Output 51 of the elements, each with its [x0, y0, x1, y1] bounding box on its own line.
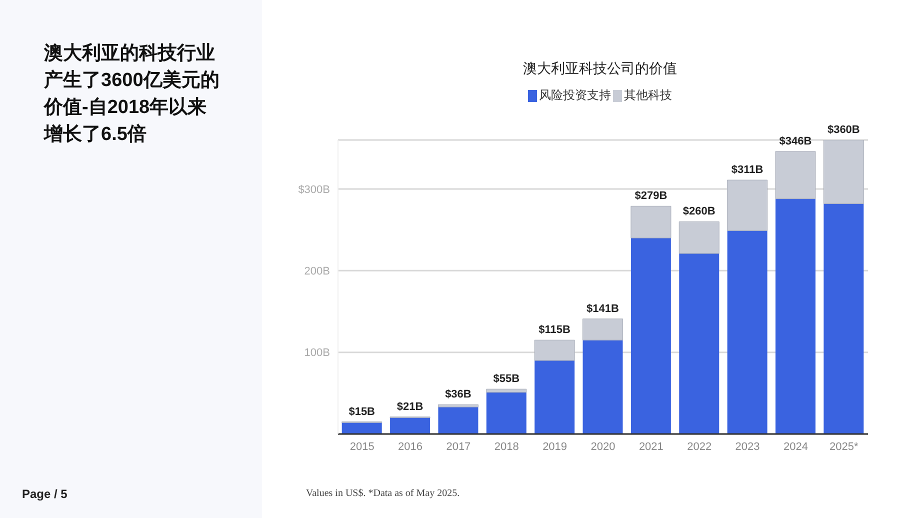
- y-tick-label: 200B: [304, 266, 330, 278]
- x-tick-label: 2021: [638, 440, 664, 453]
- bar: [630, 238, 671, 434]
- total-label: $21B: [396, 400, 424, 413]
- legend-label: 风险投资支持: [538, 87, 611, 104]
- chart-subtitle: 澳大利亚科技公司的价值: [522, 60, 678, 78]
- bar: [824, 204, 864, 434]
- bar: [534, 340, 575, 361]
- bar: [582, 340, 623, 434]
- total-label: $260B: [682, 206, 716, 218]
- bar: [438, 404, 478, 408]
- total-label: $311B: [731, 164, 764, 176]
- x-tick-label: 2015: [350, 440, 374, 453]
- y-tick-label: $300B: [298, 184, 330, 196]
- total-label: $346B: [779, 135, 812, 148]
- total-label: $279B: [634, 190, 668, 202]
- total-label: $115B: [538, 324, 571, 336]
- x-tick-label: 2022: [687, 440, 712, 453]
- bar: [582, 318, 624, 340]
- bar: [679, 254, 720, 434]
- bar: [486, 392, 526, 434]
- x-tick-label: 2018: [494, 440, 519, 453]
- bar: [775, 151, 816, 200]
- bar: [486, 388, 527, 393]
- bar: [438, 407, 478, 434]
- x-tick-label: 2025*: [830, 440, 859, 453]
- bar: [534, 360, 575, 434]
- bar: [390, 418, 430, 434]
- bar: [342, 422, 382, 434]
- y-tick-label: 100B: [304, 347, 330, 360]
- x-tick-label: 2024: [783, 440, 808, 453]
- bar: [775, 198, 816, 434]
- bar: [678, 221, 720, 254]
- total-label: $55B: [493, 373, 520, 386]
- bar: [727, 230, 768, 434]
- total-label: $15B: [348, 406, 376, 418]
- x-tick-label: 2019: [542, 440, 568, 453]
- bar: [727, 180, 768, 231]
- total-label: $360B: [827, 124, 860, 136]
- bar: [630, 206, 672, 238]
- text: 澳大利亚的科技行业产生了3600亿美元的价值-自2018年以来增长了6.5倍: [44, 42, 220, 147]
- text: Values in US$. *Data as of May 2025.: [306, 488, 460, 499]
- x-tick-label: 2016: [398, 440, 423, 453]
- text: Page / 5: [22, 487, 68, 501]
- x-tick-label: 2023: [735, 440, 760, 453]
- bar: [823, 140, 864, 204]
- total-label: $36B: [445, 388, 472, 401]
- x-tick-label: 2017: [446, 440, 471, 453]
- legend-label: 其他科技: [623, 87, 672, 104]
- total-label: $141B: [586, 302, 620, 315]
- x-tick-label: 2020: [590, 440, 616, 453]
